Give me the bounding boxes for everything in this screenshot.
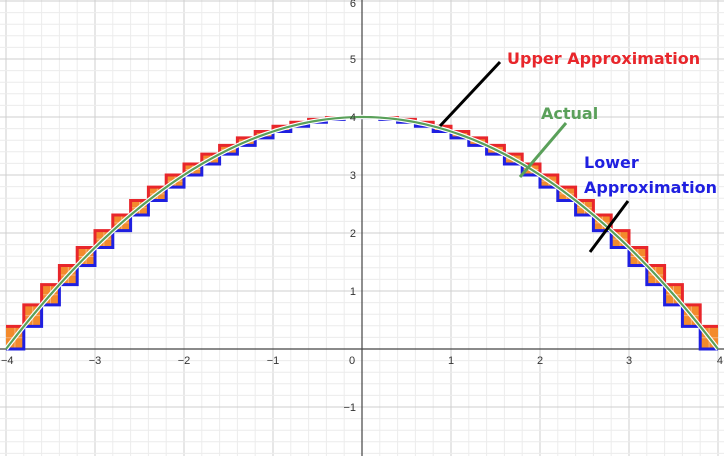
y-tick-label: 3 xyxy=(350,170,356,182)
x-tick-label: 3 xyxy=(626,355,632,367)
x-tick-label: 0 xyxy=(349,355,355,367)
x-tick-label: 4 xyxy=(717,355,723,367)
actual-label: Actual xyxy=(541,104,598,123)
x-tick-label: 1 xyxy=(448,355,454,367)
x-tick-label: −3 xyxy=(89,355,102,367)
actual-pointer xyxy=(518,122,568,178)
x-tick-label: −2 xyxy=(178,355,191,367)
y-tick-label: 6 xyxy=(350,0,356,10)
tick-labels: −4 −3 −2 −1 0 1 2 3 4 −1 1 2 3 4 5 6 xyxy=(1,0,723,414)
annotations: Upper Approximation Actual Lower Approxi… xyxy=(438,49,717,253)
y-tick-label: 5 xyxy=(350,54,356,66)
y-tick-label: 2 xyxy=(350,228,356,240)
approximation-label: Approximation xyxy=(584,178,717,197)
x-tick-label: −1 xyxy=(267,355,280,367)
y-tick-label: −1 xyxy=(343,402,356,414)
lower-label: Lower xyxy=(584,153,639,172)
upper-approximation-pointer xyxy=(438,60,502,128)
actual-curve xyxy=(5,115,719,350)
y-tick-label: 1 xyxy=(350,286,356,298)
y-tick-label: 4 xyxy=(350,112,356,124)
x-tick-label: 2 xyxy=(537,355,543,367)
upper-approximation-label: Upper Approximation xyxy=(507,49,700,68)
series-lines xyxy=(4,114,720,351)
lower-approximation-pointer xyxy=(588,200,630,253)
x-tick-label: −4 xyxy=(1,355,14,367)
